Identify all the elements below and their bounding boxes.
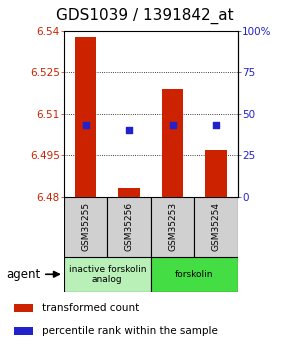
Text: GSM35255: GSM35255: [81, 202, 90, 252]
Text: GSM35253: GSM35253: [168, 202, 177, 252]
Text: inactive forskolin
analog: inactive forskolin analog: [68, 265, 146, 284]
Point: [127, 128, 131, 133]
Bar: [151, 197, 194, 257]
Point: [214, 122, 218, 128]
Text: percentile rank within the sample: percentile rank within the sample: [41, 326, 218, 336]
Bar: [14, 304, 33, 312]
Text: GSM35254: GSM35254: [211, 202, 221, 252]
Text: agent: agent: [6, 268, 40, 281]
Bar: [205, 150, 227, 197]
Bar: [14, 327, 33, 335]
Point: [83, 122, 88, 128]
Text: transformed count: transformed count: [41, 303, 139, 313]
Point: [170, 122, 175, 128]
Bar: [64, 197, 107, 257]
Text: forskolin: forskolin: [175, 270, 213, 279]
Bar: [194, 197, 238, 257]
Bar: [107, 197, 151, 257]
Bar: [162, 89, 183, 197]
Bar: [118, 188, 140, 197]
Text: GDS1039 / 1391842_at: GDS1039 / 1391842_at: [56, 8, 234, 23]
Bar: [151, 257, 238, 292]
Bar: [75, 37, 96, 197]
Text: GSM35256: GSM35256: [124, 202, 134, 252]
Bar: [64, 257, 151, 292]
